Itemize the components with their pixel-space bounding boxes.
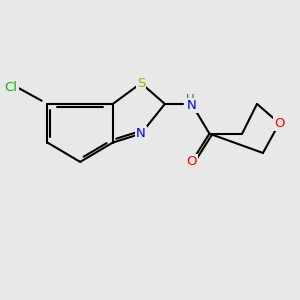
Text: N: N	[136, 127, 146, 140]
Text: Cl: Cl	[5, 81, 18, 94]
Text: S: S	[137, 76, 145, 90]
Text: N: N	[187, 99, 196, 112]
Text: O: O	[186, 155, 197, 168]
Text: O: O	[274, 117, 284, 130]
Text: H: H	[186, 93, 194, 106]
